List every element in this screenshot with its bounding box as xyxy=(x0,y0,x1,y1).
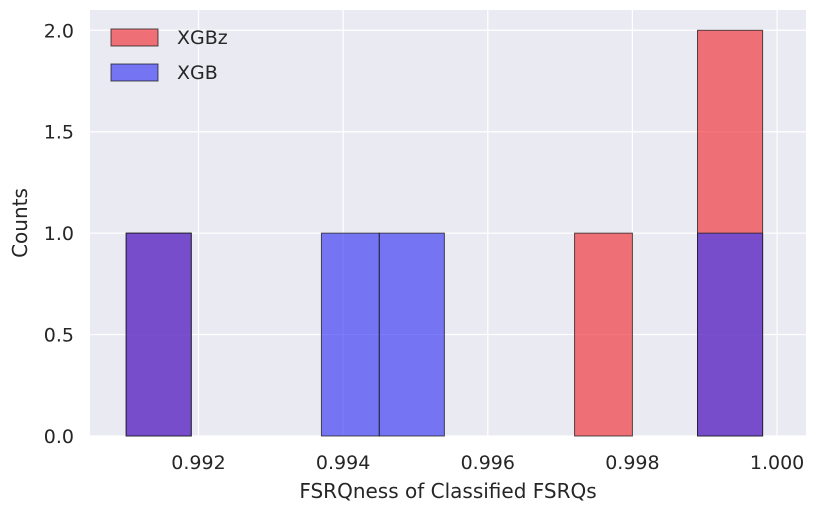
bar-xgb xyxy=(378,232,445,437)
x-axis-label: FSRQness of Classified FSRQs xyxy=(299,479,596,503)
grid-lines xyxy=(90,10,806,437)
x-tick-labels: 0.992 0.994 0.996 0.998 1.000 xyxy=(171,452,804,474)
y-tick-label: 2.0 xyxy=(44,20,74,42)
bar-xgb xyxy=(320,232,380,437)
x-tick-label: 0.992 xyxy=(171,452,225,474)
y-tick-labels: 0.0 0.5 1.0 1.5 2.0 xyxy=(44,20,74,448)
x-tick-label: 0.994 xyxy=(316,452,370,474)
legend: XGBz XGB xyxy=(110,27,228,84)
y-tick-label: 1.5 xyxy=(44,122,74,144)
y-tick-label: 1.0 xyxy=(44,223,74,245)
legend-swatch-xgbz xyxy=(110,28,159,47)
bar-xgbz xyxy=(574,232,633,437)
bar-xgb xyxy=(125,232,192,437)
legend-label-xgb: XGB xyxy=(177,62,218,84)
x-tick-label: 1.000 xyxy=(750,452,804,474)
y-tick-label: 0.0 xyxy=(44,426,74,448)
x-tick-label: 0.998 xyxy=(605,452,659,474)
legend-label-xgbz: XGBz xyxy=(177,27,228,49)
plot-background xyxy=(90,10,806,436)
y-tick-label: 0.5 xyxy=(44,325,74,347)
histogram-bars xyxy=(125,29,764,437)
legend-swatch-xgb xyxy=(110,63,159,82)
x-tick-label: 0.996 xyxy=(461,452,515,474)
bar-xgb xyxy=(697,232,764,437)
y-axis-label: Counts xyxy=(8,188,32,258)
